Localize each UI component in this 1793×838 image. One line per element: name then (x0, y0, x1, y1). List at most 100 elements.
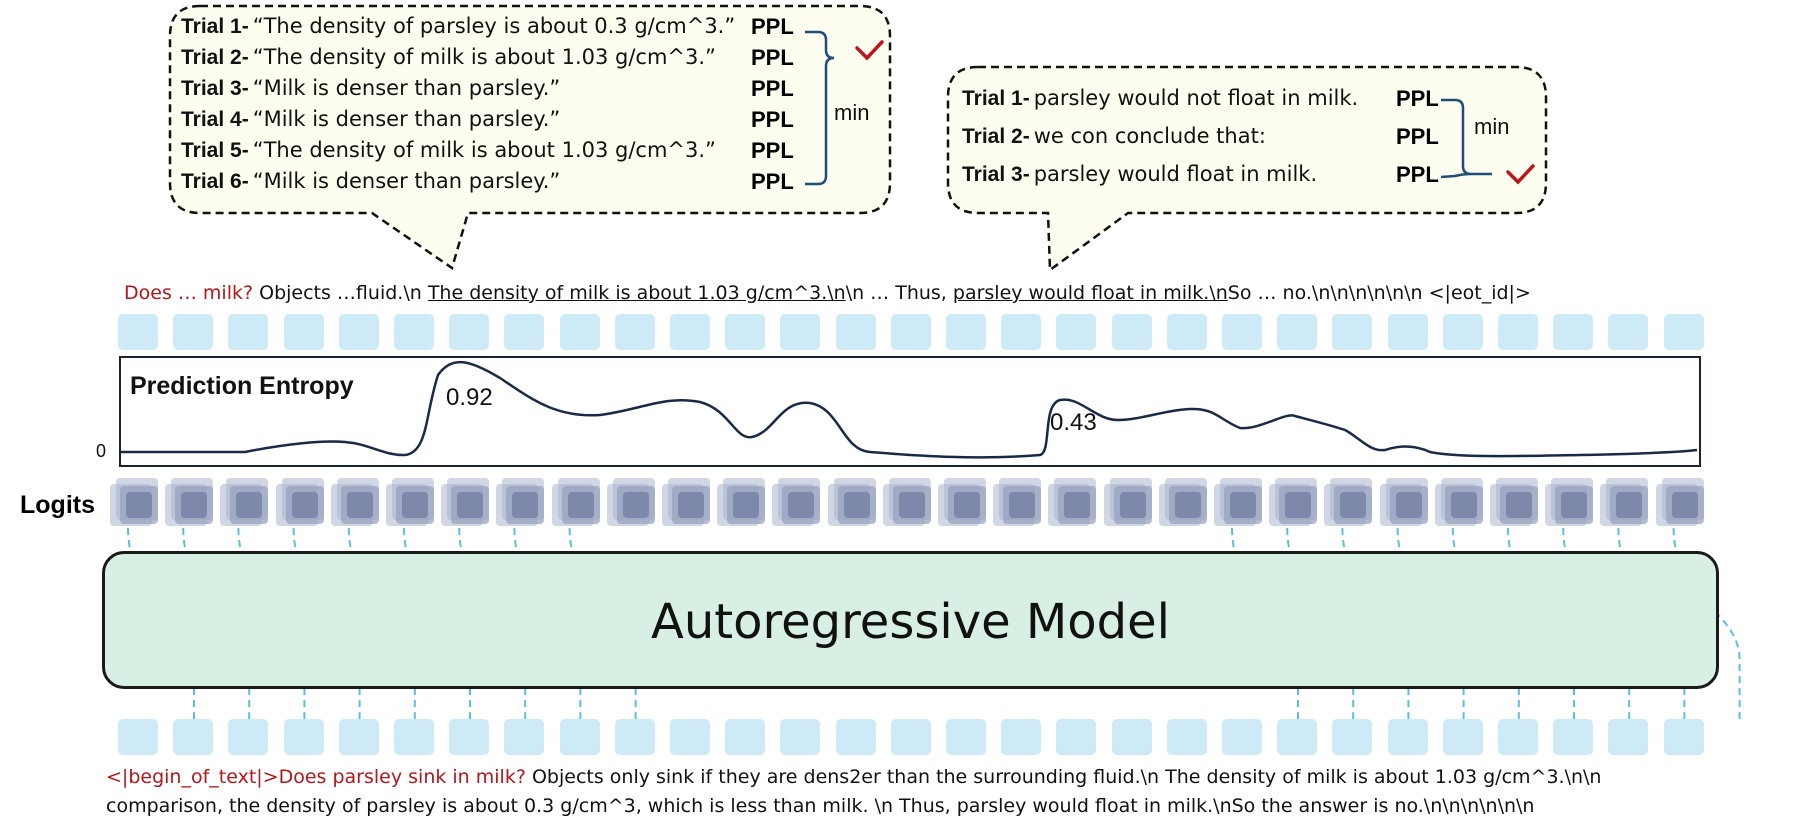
right-trial-text: we con conclude that: (1033, 124, 1266, 148)
output-token-box (1663, 314, 1704, 350)
left-trial-row: Trial 4- “Milk is denser than parsley.” PP… (181, 107, 794, 138)
left-min-label: min (834, 100, 870, 125)
left-trial-label: Trial 5- (181, 139, 249, 162)
left-ppl-label: PPL (751, 45, 794, 70)
left-ppl-label: PPL (751, 107, 794, 132)
output-token-box (559, 314, 600, 350)
entropy-title: Prediction Entropy (130, 372, 354, 400)
logit-stack (993, 478, 1045, 530)
model-title: Autoregressive Model (651, 594, 1170, 650)
input-token-box (1442, 719, 1483, 755)
left-trial-label: Trial 6- (181, 170, 249, 193)
output-sequence: Does … milk? Objects …fluid.\n The densi… (124, 282, 1531, 304)
logit-stack (606, 478, 659, 530)
output-seg1: Objects …fluid.\n (253, 282, 428, 304)
right-check-icon (1506, 164, 1535, 185)
input-token-box (338, 719, 379, 755)
input-token-box (1001, 719, 1042, 755)
right-ppl-label: PPL (1396, 162, 1439, 187)
output-token-box (946, 314, 986, 350)
output-token-box (1166, 314, 1207, 350)
input-token-box (173, 719, 214, 755)
logit-stack (1379, 478, 1432, 530)
input-token-box (946, 719, 986, 755)
left-trial-text: “The density of milk is about 1.03 g/cm^… (252, 138, 716, 162)
output-token-box (504, 314, 545, 350)
logit-stack (662, 478, 714, 530)
left-min-bracket (805, 30, 835, 186)
logit-stack (165, 478, 217, 530)
input-token-box (1553, 719, 1594, 755)
logit-stack (275, 478, 328, 530)
logit-stack (551, 478, 604, 530)
left-trial-row: Trial 6- “Milk is denser than parsley.” PP… (181, 169, 794, 200)
logit-stack (1269, 478, 1321, 530)
output-token-box (1056, 314, 1097, 350)
output-token-box (1387, 314, 1428, 350)
left-trial-row: Trial 5- “The density of milk is about 1.… (181, 138, 794, 169)
left-trial-label: Trial 4- (181, 108, 249, 131)
logit-stack (441, 478, 493, 530)
input-token-box (1166, 719, 1207, 755)
input-token-box (394, 719, 434, 755)
input-token-box (725, 719, 766, 755)
left-ppl-label: PPL (751, 76, 794, 101)
output-token-box (228, 314, 269, 350)
right-trial-row: Trial 2- we con conclude that: PPL (962, 124, 1439, 162)
output-token-box (1001, 314, 1042, 350)
output-token-box (173, 314, 214, 350)
left-trial-text: “The density of milk is about 1.03 g/cm^… (252, 45, 716, 69)
input-token-box (1332, 719, 1373, 755)
logits-label: Logits (20, 491, 95, 519)
right-trial-label: Trial 1- (962, 87, 1030, 110)
output-token-box (283, 314, 324, 350)
output-token-box (780, 314, 821, 350)
output-token-box (1222, 314, 1262, 350)
input-token-box (1498, 719, 1538, 755)
output-token-box (1277, 314, 1318, 350)
left-trial-row: Trial 2- “The density of milk is about 1.… (181, 45, 794, 76)
logit-stack (1490, 478, 1542, 530)
input-token-box (1277, 719, 1318, 755)
logit-stack (772, 478, 824, 530)
output-token-box (614, 314, 655, 350)
logit-stack (882, 478, 935, 530)
logit-stack (496, 478, 548, 530)
logit-stack (386, 478, 438, 530)
logit-stack (1158, 478, 1211, 530)
output-token-box (835, 314, 876, 350)
logit-stack (1655, 478, 1708, 530)
logit-stack (1434, 478, 1487, 530)
input-token-box (1608, 719, 1649, 755)
logit-stack (110, 478, 162, 530)
input-token-box (559, 719, 600, 755)
output-prompt: Does … milk? (124, 282, 254, 304)
right-min-bracket (1440, 98, 1492, 179)
left-ppl-label: PPL (751, 14, 794, 39)
left-bubble-shape (168, 4, 892, 271)
entropy-peak-2: 0.43 (1050, 409, 1097, 436)
left-trial-label: Trial 3- (181, 77, 249, 100)
logit-stack (1545, 478, 1597, 530)
entropy-panel: Prediction Entropy (119, 356, 1701, 467)
left-trial-text: “The density of parsley is about 0.3 g/c… (252, 14, 736, 38)
left-trial-text: “Milk is denser than parsley.” (252, 169, 561, 193)
output-seg3: So … no.\n\n\n\n\n\n <|eot_id|> (1227, 282, 1531, 304)
left-bubble-trials: Trial 1- “The density of parsley is about… (181, 14, 794, 200)
right-bubble-trials: Trial 1- parsley would not float in milk.… (962, 86, 1439, 200)
logit-stack (1600, 478, 1652, 530)
output-token-box (1111, 314, 1152, 350)
output-underlined-1: The density of milk is about 1.03 g/cm^3… (427, 282, 846, 304)
output-token-box (338, 314, 379, 350)
logit-stack (938, 478, 990, 530)
output-token-box (394, 314, 434, 350)
output-seg2: \n … Thus, (845, 282, 953, 304)
input-token-box (1663, 719, 1704, 755)
right-trial-row: Trial 3- parsley would float in milk. PPL (962, 162, 1439, 200)
left-ppl-label: PPL (751, 138, 794, 163)
logit-stack (1324, 478, 1376, 530)
entropy-peak-1: 0.92 (446, 384, 493, 411)
